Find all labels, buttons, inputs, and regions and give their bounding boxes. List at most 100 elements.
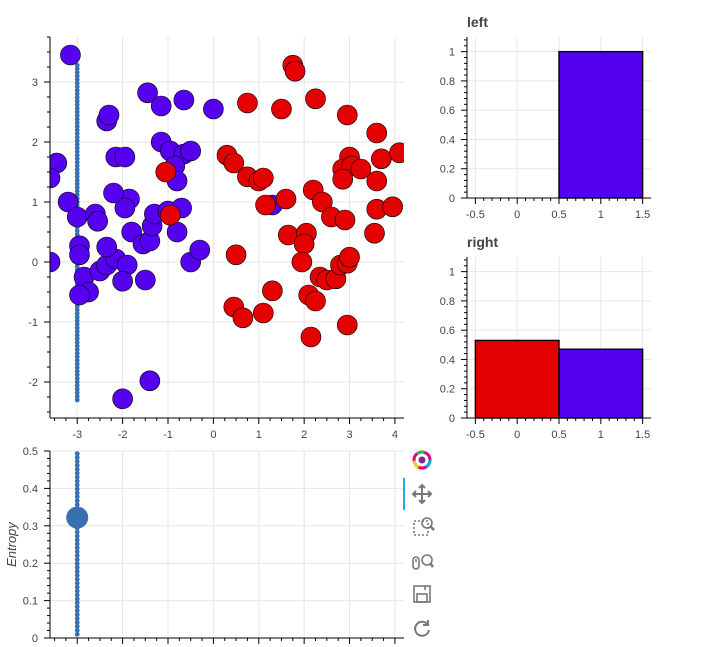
threshold-dot xyxy=(74,368,80,374)
save-icon[interactable] xyxy=(408,580,436,608)
y-tick-label: 3 xyxy=(32,77,38,89)
threshold-dot xyxy=(74,318,80,324)
threshold-dot xyxy=(74,372,80,378)
y-tick-label: 0.8 xyxy=(440,296,455,308)
threshold-dot xyxy=(74,124,80,129)
hist-bar xyxy=(558,348,644,419)
reset-icon[interactable] xyxy=(408,614,436,642)
threshold-dot xyxy=(74,314,80,320)
threshold-dot xyxy=(74,73,80,79)
threshold-dot xyxy=(74,149,80,155)
point-class1 xyxy=(237,92,258,114)
x-tick-label: 0 xyxy=(514,429,520,441)
main-scatter-plot[interactable]: -3 -2 -1 0 1 2 3 4 -2 -1 0 1 2 3 xyxy=(28,36,409,441)
threshold-dot xyxy=(74,95,80,100)
point-class1 xyxy=(232,307,254,329)
threshold-dot xyxy=(74,120,80,126)
right-histogram[interactable]: right -0.5 0 0.5 1 1.5 0 0.2 0.4 0.6 0.8 1 xyxy=(440,234,651,441)
threshold-dot xyxy=(74,329,80,334)
threshold-dot xyxy=(74,627,80,633)
active-tool-indicator xyxy=(403,478,405,510)
point-class1 xyxy=(300,326,322,348)
point-class1 xyxy=(366,122,388,144)
point-class1 xyxy=(382,196,403,218)
threshold-dot xyxy=(74,77,80,82)
point-class1 xyxy=(271,98,292,120)
x-tick-label: 1 xyxy=(598,209,604,221)
threshold-dot xyxy=(74,533,80,539)
threshold-dot xyxy=(74,127,80,133)
threshold-dot xyxy=(74,588,80,594)
threshold-dot xyxy=(74,358,80,363)
x-tick-label: 4 xyxy=(392,429,398,441)
y-tick-label: 0.4 xyxy=(23,483,38,495)
point-class1 xyxy=(364,222,385,244)
point-class0 xyxy=(173,89,195,111)
y-tick-label: 1 xyxy=(449,267,455,279)
point-class1 xyxy=(253,302,274,324)
y-tick-label: 2 xyxy=(32,137,38,149)
y-tick-label: 0.2 xyxy=(23,558,38,570)
point-class0 xyxy=(135,269,156,291)
point-class0 xyxy=(50,167,61,189)
threshold-dot xyxy=(74,545,80,551)
threshold-dot xyxy=(74,451,80,457)
threshold-dot xyxy=(74,106,80,111)
threshold-dot xyxy=(74,537,80,543)
threshold-dot xyxy=(74,529,80,535)
threshold-dot xyxy=(74,167,80,173)
threshold-dot xyxy=(74,592,80,598)
threshold-dot xyxy=(74,386,80,392)
threshold-dot xyxy=(74,322,80,327)
point-class0 xyxy=(137,82,158,104)
left-histogram[interactable]: left -0.5 0 0.5 1 1.5 0 0.2 0.4 0.6 0.8 1 xyxy=(440,14,651,221)
threshold-dot xyxy=(74,365,80,370)
point-class1 xyxy=(336,314,358,336)
threshold-dot xyxy=(74,376,80,381)
threshold-dot xyxy=(74,152,80,158)
point-class1 xyxy=(312,191,333,213)
threshold-dot xyxy=(74,340,80,345)
threshold-dot xyxy=(74,600,80,606)
wheel-zoom-icon[interactable] xyxy=(408,548,436,576)
plot-title: right xyxy=(467,234,498,250)
threshold-dot xyxy=(74,486,80,492)
pan-icon[interactable] xyxy=(408,480,436,508)
point-class0 xyxy=(189,239,211,261)
y-tick-label: 0.5 xyxy=(23,446,38,458)
threshold-dot xyxy=(74,174,80,180)
threshold-dot xyxy=(74,264,80,270)
entropy-plot[interactable]: 0 0.1 0.2 0.3 0.4 0.5 Entropy xyxy=(4,446,404,645)
point-class0 xyxy=(60,44,81,66)
threshold-dot xyxy=(74,565,80,570)
y-tick-label: 1 xyxy=(449,47,455,59)
box-zoom-icon[interactable] xyxy=(408,512,436,540)
threshold-dot xyxy=(74,459,80,464)
threshold-dot xyxy=(74,394,80,399)
threshold-dot xyxy=(74,343,80,349)
y-tick-label: 0 xyxy=(449,193,455,205)
point-class0 xyxy=(66,206,88,228)
x-tick-label: -1 xyxy=(163,429,173,441)
point-class0 xyxy=(203,98,224,120)
threshold-dot xyxy=(74,145,80,151)
point-class1 xyxy=(336,104,358,126)
point-class0 xyxy=(112,388,133,410)
plot-title: left xyxy=(467,14,488,30)
threshold-dot xyxy=(74,596,80,602)
point-class1 xyxy=(262,280,283,302)
x-tick-label: 0.5 xyxy=(551,209,566,221)
point-class0 xyxy=(98,104,120,126)
entropy-grid xyxy=(50,450,404,639)
bokeh-logo-icon[interactable] xyxy=(408,446,436,474)
threshold-dot xyxy=(74,584,80,590)
threshold-dot xyxy=(74,631,80,637)
point-class1 xyxy=(223,152,245,174)
point-class1 xyxy=(371,148,392,170)
point-class0 xyxy=(150,95,172,117)
x-tick-label: 3 xyxy=(346,429,352,441)
point-class0 xyxy=(114,197,136,219)
point-class1 xyxy=(389,142,404,164)
threshold-dot xyxy=(74,98,80,104)
x-tick-label: 1 xyxy=(598,429,604,441)
